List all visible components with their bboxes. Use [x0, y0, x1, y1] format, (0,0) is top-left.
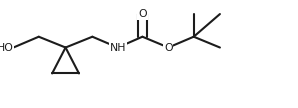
Text: HO: HO [0, 43, 13, 52]
Text: O: O [138, 9, 147, 19]
Text: NH: NH [109, 43, 126, 52]
Text: O: O [164, 43, 173, 52]
